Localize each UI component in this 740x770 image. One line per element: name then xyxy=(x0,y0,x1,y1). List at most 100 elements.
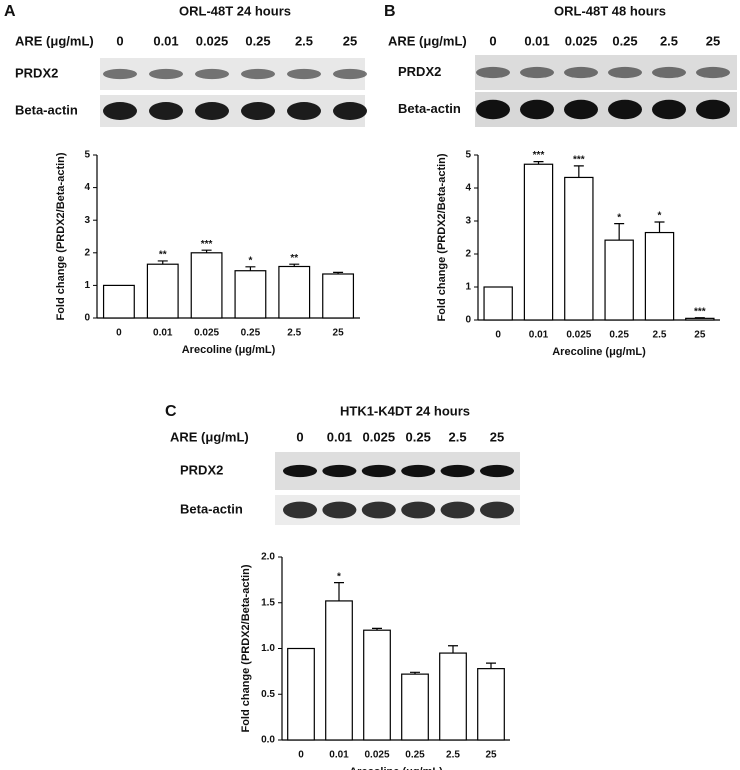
significance-label: *** xyxy=(573,155,585,166)
blot-title: ORL-48T 48 hours xyxy=(554,3,666,18)
blot-row-label: Beta-actin xyxy=(180,501,243,516)
error-bar xyxy=(333,271,344,274)
lane-label: 2.5 xyxy=(295,33,313,48)
lane-title: ARE (μg/mL) xyxy=(388,33,467,48)
blot-band xyxy=(520,66,554,79)
panel-letter: A xyxy=(4,3,16,20)
significance-label: * xyxy=(658,211,662,222)
blot-band xyxy=(361,464,396,478)
panel-letter: B xyxy=(384,3,396,20)
blot-band xyxy=(480,501,514,519)
blot-band xyxy=(322,464,357,478)
bar xyxy=(477,668,505,741)
bar xyxy=(234,270,267,319)
lane-title: ARE (μg/mL) xyxy=(15,33,94,48)
blot-band xyxy=(103,68,137,80)
blot-band xyxy=(241,102,275,120)
y-tick-label: 4 xyxy=(465,183,471,194)
x-tick-label: 0.25 xyxy=(405,750,425,761)
blot-band xyxy=(241,68,275,80)
error-bar xyxy=(289,263,300,267)
lane-label: 0.25 xyxy=(612,33,637,48)
x-tick-label: 25 xyxy=(694,330,706,341)
error-bar xyxy=(694,317,705,319)
bar xyxy=(564,176,594,321)
x-tick-label: 2.5 xyxy=(653,330,667,341)
lane-label: 2.5 xyxy=(660,33,678,48)
error-bar xyxy=(372,627,382,631)
y-tick-label: 3 xyxy=(84,215,90,226)
bar xyxy=(483,286,513,321)
blot-band xyxy=(149,102,183,120)
y-tick-label: 1.5 xyxy=(261,597,275,608)
lane-label: 25 xyxy=(706,33,720,48)
bar xyxy=(102,284,135,319)
error-bar xyxy=(614,223,625,241)
x-tick-label: 0.01 xyxy=(153,328,173,339)
blot-image xyxy=(475,55,737,90)
x-tick-label: 0 xyxy=(495,330,501,341)
lane-label: 0.01 xyxy=(524,33,549,48)
bar xyxy=(604,239,634,321)
error-bar xyxy=(201,249,212,253)
lane-label: 0.01 xyxy=(327,429,352,444)
x-tick-label: 2.5 xyxy=(287,328,301,339)
y-tick-label: 0.5 xyxy=(261,689,275,700)
blot-band xyxy=(520,99,554,120)
x-tick-label: 0 xyxy=(298,750,304,761)
lane-label: 2.5 xyxy=(449,429,467,444)
blot-band xyxy=(696,99,730,120)
significance-label: * xyxy=(617,212,621,223)
x-tick-label: 2.5 xyxy=(446,750,460,761)
y-axis-title: Fold change (PRDX2/Beta-actin) xyxy=(240,564,252,732)
bar xyxy=(439,652,467,741)
blot-band xyxy=(149,68,183,80)
y-tick-label: 1 xyxy=(84,280,90,291)
lane-label: 25 xyxy=(490,429,504,444)
error-bar xyxy=(654,221,665,233)
bar xyxy=(685,317,715,321)
error-bar xyxy=(448,645,458,654)
blot-row-label: PRDX2 xyxy=(398,64,441,79)
error-bar xyxy=(573,165,584,178)
blot-band xyxy=(480,464,514,478)
y-tick-label: 5 xyxy=(84,150,90,161)
blot-title: ORL-48T 24 hours xyxy=(179,3,291,18)
x-tick-label: 0 xyxy=(116,328,122,339)
y-tick-label: 2 xyxy=(465,249,471,260)
blot-band xyxy=(608,99,642,120)
blot-band xyxy=(287,68,321,80)
x-tick-label: 0.025 xyxy=(566,330,591,341)
y-tick-label: 5 xyxy=(465,150,471,161)
y-tick-label: 1 xyxy=(465,282,471,293)
bar xyxy=(287,647,315,741)
bar xyxy=(401,673,429,741)
blot-band xyxy=(476,99,510,120)
x-tick-label: 25 xyxy=(485,750,497,761)
blot-band xyxy=(333,68,367,80)
blot-band xyxy=(440,501,475,519)
panel: A ORL-48T 24 hours ARE (μg/mL) 0 0.01 0.025 0.… xyxy=(4,3,367,356)
blot-image xyxy=(100,58,365,90)
significance-label: ** xyxy=(159,250,167,261)
y-tick-label: 2.0 xyxy=(261,552,275,563)
x-tick-label: 0.25 xyxy=(609,330,629,341)
lane-label: 0.25 xyxy=(245,33,270,48)
error-bar xyxy=(410,671,420,675)
x-tick-label: 0.25 xyxy=(241,328,261,339)
blot-image xyxy=(475,92,737,127)
blot-band xyxy=(333,102,367,120)
panel: B ORL-48T 48 hours ARE (μg/mL) 0 0.01 0.025 0.… xyxy=(384,3,737,358)
bar xyxy=(523,163,554,321)
error-bar xyxy=(245,266,256,271)
significance-label: *** xyxy=(694,306,706,317)
x-tick-label: 0.01 xyxy=(529,330,549,341)
significance-label: * xyxy=(337,571,341,582)
y-tick-label: 0 xyxy=(465,315,471,326)
y-tick-label: 0 xyxy=(84,313,90,324)
blot-band xyxy=(195,68,229,80)
significance-label: ** xyxy=(290,253,298,264)
lane-label: 25 xyxy=(343,33,357,48)
blot-band xyxy=(103,102,137,120)
